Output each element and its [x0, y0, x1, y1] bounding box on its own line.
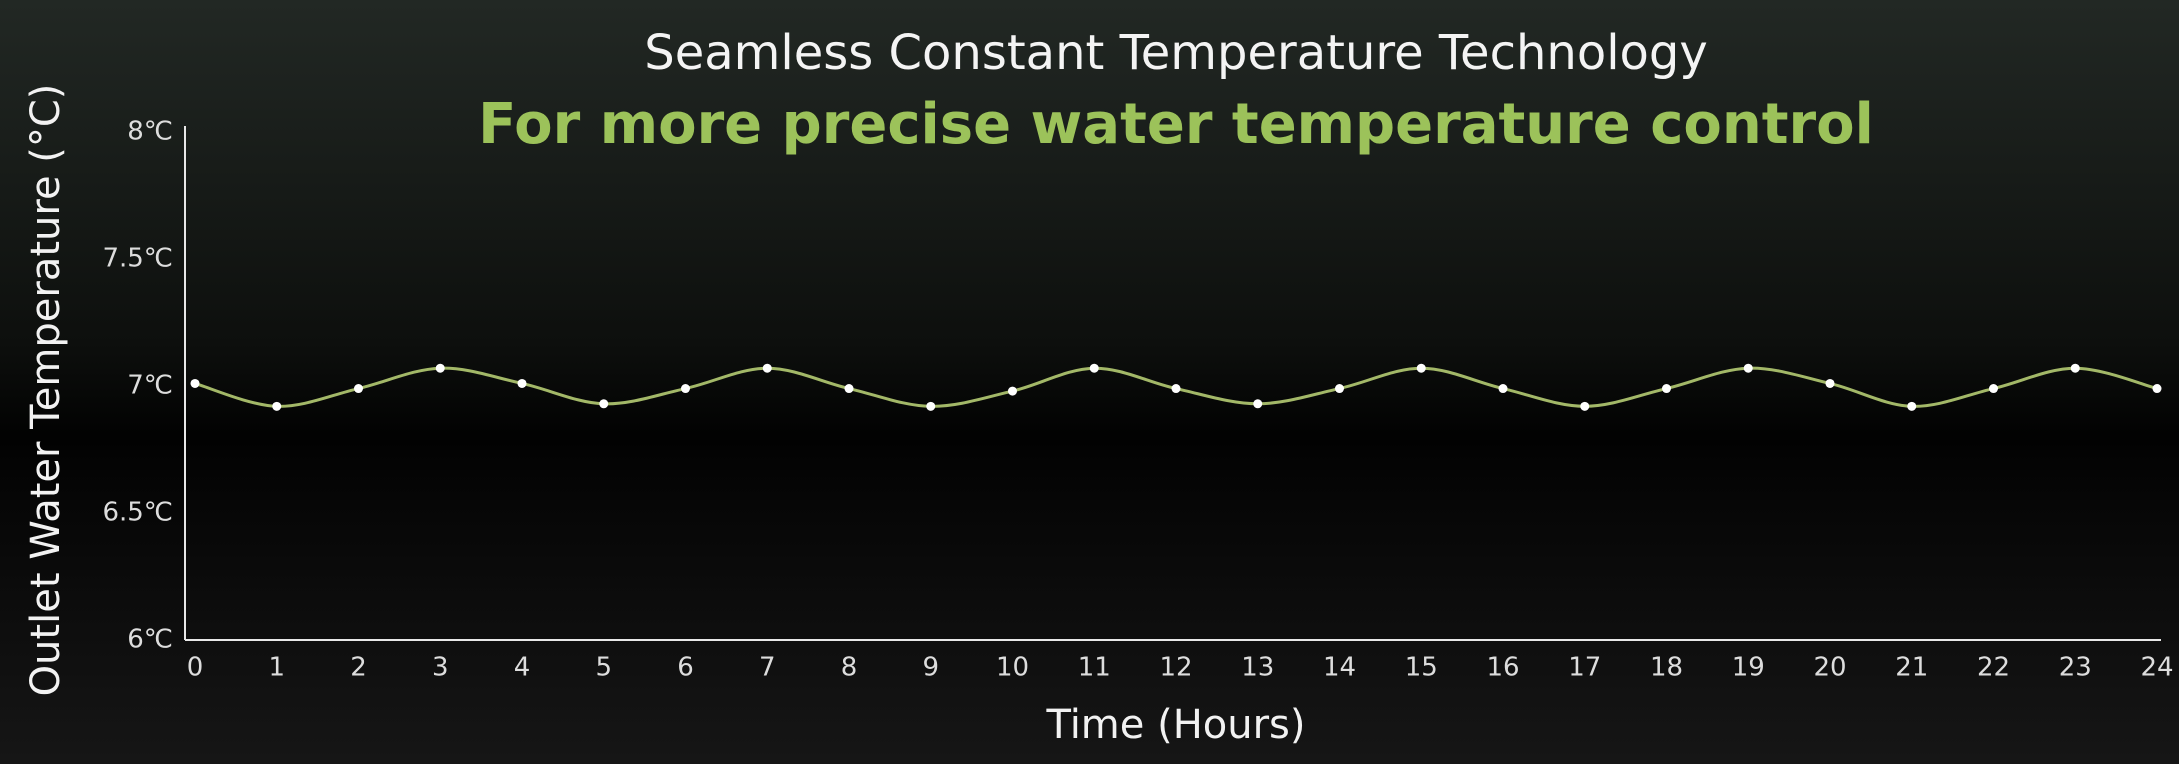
point [1580, 401, 1590, 411]
point [1089, 363, 1099, 373]
x-tick-label: 2 [350, 653, 367, 683]
chart-subtitle: For more precise water temperature contr… [478, 92, 1874, 157]
x-tick-label: 6 [677, 653, 694, 683]
point [1171, 384, 1181, 394]
point [926, 401, 936, 411]
x-tick-label: 10 [996, 653, 1029, 683]
x-tick-label: 23 [2059, 653, 2092, 683]
x-tick-label: 22 [1977, 653, 2010, 683]
x-tick-label: 13 [1241, 653, 1274, 683]
x-tick-label: 12 [1159, 653, 1192, 683]
point [681, 384, 690, 394]
x-tick-label: 14 [1323, 653, 1356, 683]
y-tick-label: 6℃ [127, 625, 173, 655]
point [844, 384, 854, 394]
y-axis-label: Outlet Water Temperature (°C) [23, 84, 69, 697]
x-tick-label: 19 [1732, 653, 1765, 683]
x-tick-label: 24 [2140, 653, 2173, 683]
x-tick-label: 20 [1813, 653, 1846, 683]
x-tick-label: 7 [759, 653, 776, 683]
point [1498, 384, 1508, 394]
x-tick-label: 9 [922, 653, 939, 683]
x-tick-label: 5 [595, 653, 612, 683]
chart-title: Seamless Constant Temperature Technology [644, 25, 1708, 81]
point [762, 363, 772, 373]
point [2070, 363, 2080, 373]
point [1662, 384, 1671, 394]
point [1335, 384, 1344, 394]
y-tick-label: 7.5℃ [102, 244, 173, 274]
x-tick-label: 8 [841, 653, 858, 683]
point [1416, 363, 1426, 373]
x-tick-label: 11 [1078, 653, 1111, 683]
y-tick-label: 6.5℃ [102, 498, 173, 528]
point [599, 399, 609, 409]
point [1907, 401, 1917, 411]
x-tick-label: 1 [268, 653, 285, 683]
y-tick-label: 8℃ [127, 117, 173, 147]
x-axis-label: Time (Hours) [1045, 702, 1305, 748]
point [354, 384, 363, 394]
x-tick-label: 16 [1486, 653, 1519, 683]
point [1989, 384, 1998, 394]
x-tick-label: 18 [1650, 653, 1683, 683]
x-tick-label: 17 [1568, 653, 1601, 683]
point [1253, 399, 1263, 409]
point [190, 378, 200, 388]
point [272, 401, 282, 411]
point [2152, 384, 2162, 394]
x-tick-label: 3 [432, 653, 449, 683]
point [1743, 363, 1753, 373]
x-tick-label: 0 [187, 653, 204, 683]
x-tick-label: 4 [514, 653, 531, 683]
x-tick-label: 15 [1405, 653, 1438, 683]
x-tick-label: 21 [1895, 653, 1928, 683]
point [1008, 386, 1017, 396]
point [1825, 378, 1835, 388]
y-tick-label: 7℃ [127, 371, 173, 401]
point [435, 363, 445, 373]
point [517, 378, 527, 388]
